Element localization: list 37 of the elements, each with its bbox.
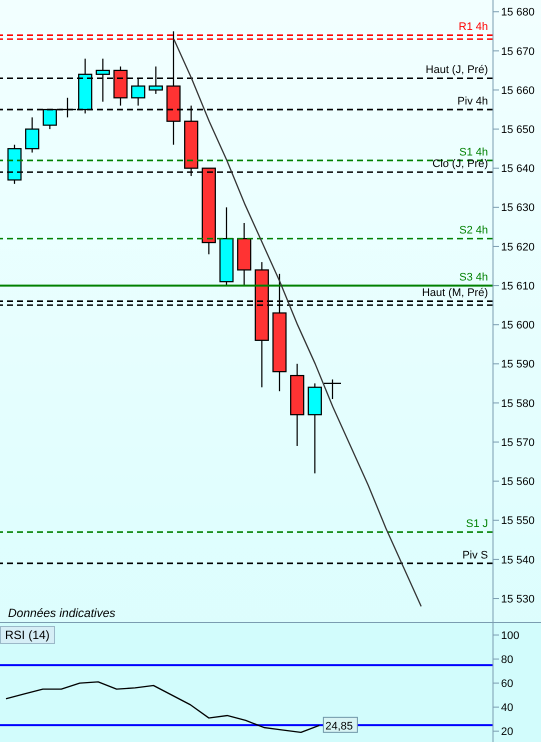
y-tick-label: 15 680 <box>501 6 535 19</box>
y-tick-label: 15 560 <box>501 476 535 488</box>
line-series <box>5 681 320 734</box>
y-tick-label: 20 <box>501 726 514 738</box>
y-tick-label: 15 620 <box>501 241 535 254</box>
ref-line-label: Haut (J, Pré) <box>426 64 488 76</box>
y-tick-label: 80 <box>501 654 514 666</box>
data-label: 24,85 <box>325 720 353 732</box>
y-tick-label: 15 660 <box>501 84 535 97</box>
y-tick-label: 15 640 <box>501 163 535 176</box>
y-tick-label: 15 610 <box>501 280 535 292</box>
y-tick-label: 15 590 <box>501 358 535 371</box>
ref-line-label: Piv 4h <box>457 96 488 108</box>
y-tick-label: 15 530 <box>501 593 535 606</box>
ref-line-label: Piv S <box>462 549 488 562</box>
ref-line-label: S2 4h <box>459 224 488 237</box>
y-tick-label: 15 570 <box>501 436 535 449</box>
y-tick-label: 15 630 <box>501 202 535 214</box>
chart-title: RSI (14) <box>0 626 55 644</box>
y-tick-label: 100 <box>501 630 520 642</box>
y-tick-label: 15 550 <box>501 515 535 528</box>
y-tick-label: 15 540 <box>501 554 535 566</box>
ref-line-label: Haut (M, Pré) <box>422 287 488 300</box>
annotation: Données indicatives <box>8 606 116 620</box>
ref-line-label: S3 4h <box>459 272 488 284</box>
y-tick-label: 60 <box>501 678 514 690</box>
y-tick-label: 15 600 <box>501 320 535 332</box>
ref-line-label: Clo (J, Pré) <box>432 158 488 170</box>
y-tick-label: 15 670 <box>501 46 535 58</box>
ref-line-label: S1 J <box>466 518 488 530</box>
line-series <box>173 38 422 607</box>
y-tick-label: 40 <box>501 702 514 714</box>
y-tick-label: 15 650 <box>501 124 535 136</box>
ref-line-label: S1 4h <box>459 146 488 158</box>
candlestick <box>25 116 40 154</box>
ref-line-label: R1 4h <box>458 21 488 34</box>
y-tick-label: 15 580 <box>501 398 535 410</box>
